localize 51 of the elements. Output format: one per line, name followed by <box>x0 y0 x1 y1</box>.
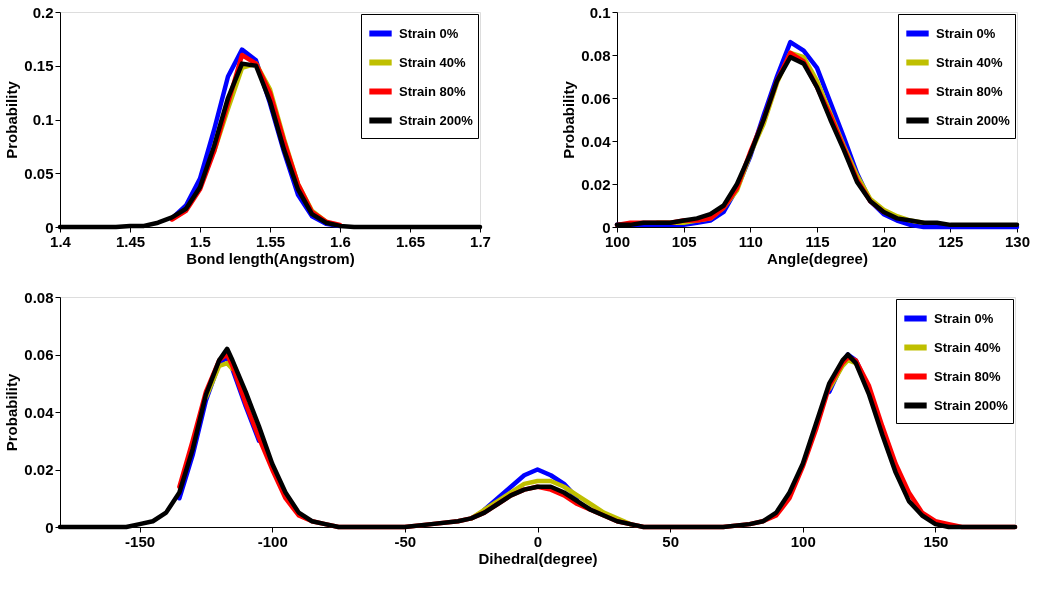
legend-label: Strain 0% <box>399 25 459 41</box>
x-tick-label: 100 <box>790 532 816 550</box>
legend-label: Strain 200% <box>934 397 1009 413</box>
x-tick-label: 50 <box>662 532 679 550</box>
y-tick-label: 0.1 <box>589 3 611 21</box>
y-tick-label: 0.08 <box>581 46 611 64</box>
y-tick-label: 0.04 <box>581 132 612 150</box>
x-tick-label: 0 <box>533 532 543 550</box>
y-tick-label: 0.04 <box>24 403 55 421</box>
legend-label: Strain 80% <box>934 368 1001 384</box>
x-axis-title: Dihedral(degree) <box>478 549 598 567</box>
legend-label: Strain 0% <box>936 25 996 41</box>
x-tick-label: 1.55 <box>255 232 286 250</box>
x-tick-label: 110 <box>738 232 763 250</box>
legend-label: Strain 0% <box>934 310 994 326</box>
x-tick-label: 1.7 <box>470 232 491 250</box>
y-tick-label: 0.02 <box>24 461 54 478</box>
legend-label: Strain 40% <box>399 54 466 70</box>
y-tick-label: 0.06 <box>24 346 54 363</box>
x-tick-label: 1.45 <box>115 232 146 250</box>
x-tick-label: 1.65 <box>395 232 426 250</box>
y-axis-title: Probability <box>3 373 21 452</box>
legend-label: Strain 40% <box>934 339 1001 355</box>
x-axis-title: Angle(degree) <box>767 249 868 267</box>
y-tick-label: 0 <box>45 518 54 536</box>
x-tick-label: 150 <box>923 532 949 550</box>
y-tick-label: 0.15 <box>24 57 54 75</box>
x-tick-label: -150 <box>125 532 156 550</box>
x-tick-label: 125 <box>938 232 964 250</box>
legend-label: Strain 200% <box>936 112 1011 128</box>
y-axis-title: Probability <box>560 80 578 159</box>
legend-label: Strain 40% <box>936 54 1003 70</box>
x-tick-label: -100 <box>257 532 288 550</box>
y-tick-label: 0.08 <box>24 288 54 306</box>
x-tick-label: 1.5 <box>190 232 211 250</box>
x-tick-label: -50 <box>394 532 417 550</box>
x-tick-label: 130 <box>1004 232 1031 250</box>
legend-label: Strain 80% <box>399 83 466 99</box>
y-tick-label: 0.1 <box>32 111 54 128</box>
legend-label: Strain 200% <box>399 112 474 128</box>
x-tick-label: 115 <box>805 232 830 250</box>
y-tick-label: 0.02 <box>581 175 611 193</box>
y-tick-label: 0.05 <box>24 164 54 182</box>
legend-label: Strain 80% <box>936 83 1003 99</box>
x-tick-label: 105 <box>671 232 697 250</box>
x-axis-title: Bond length(Angstrom) <box>186 249 355 267</box>
x-tick-label: 120 <box>871 232 897 250</box>
y-tick-label: 0.06 <box>581 89 611 107</box>
y-axis-title: Probability <box>3 80 21 159</box>
y-tick-label: 0.2 <box>32 3 54 21</box>
x-tick-label: 1.6 <box>330 232 351 250</box>
